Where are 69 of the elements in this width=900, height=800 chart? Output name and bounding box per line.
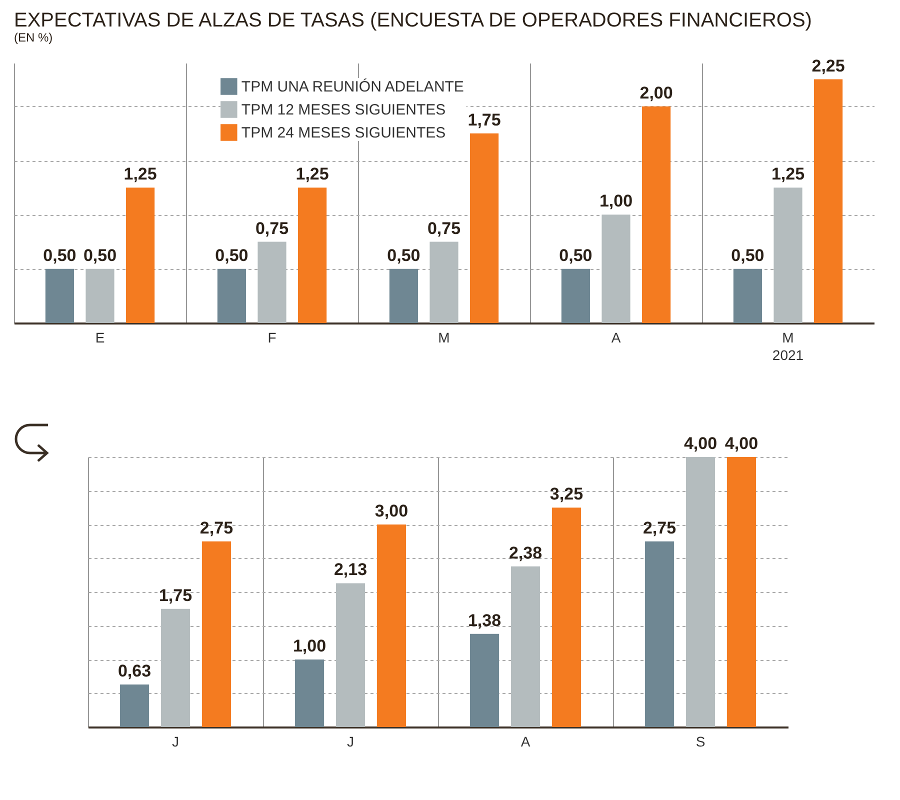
- bar: [510, 566, 540, 727]
- data-label: 1,00: [599, 192, 633, 211]
- data-label: 2,38: [508, 543, 542, 562]
- bar: [202, 541, 232, 727]
- data-label: 2,13: [334, 560, 368, 580]
- data-label: 0,75: [255, 218, 289, 238]
- data-label: 1,75: [158, 586, 192, 605]
- x-tick-label: A: [611, 330, 622, 346]
- bar: [126, 188, 155, 323]
- bar: [376, 524, 406, 727]
- bar: [258, 242, 286, 323]
- data-label: 2,75: [642, 518, 676, 538]
- bar: [298, 188, 327, 323]
- bar: [389, 268, 418, 323]
- data-label: 4,00: [724, 434, 758, 453]
- text: 2021: [772, 347, 804, 363]
- data-label: 0,63: [118, 661, 152, 680]
- data-label: 0,50: [387, 246, 420, 265]
- data-label: 3,00: [374, 502, 408, 520]
- data-label: 0,50: [83, 246, 117, 265]
- bar: [470, 133, 499, 323]
- bar: [686, 457, 716, 727]
- bar: [430, 242, 458, 323]
- chart-title: EXPECTATIVAS DE ALZAS DE TASAS (ENCUESTA DE OPERADORES FINANCIEROS): [14, 9, 812, 32]
- bar: [336, 583, 366, 727]
- x-tick-label: J: [347, 734, 354, 750]
- bar: [644, 541, 674, 727]
- bar: [733, 268, 762, 323]
- data-label: 0,50: [559, 246, 592, 265]
- legend-label: TPM UNA REUNIÓN ADELANTE: [241, 78, 464, 96]
- bar: [602, 214, 630, 323]
- x-tick-label: J: [172, 734, 179, 750]
- legend-label: TPM 12 MESES SIGUIENTES: [241, 102, 446, 118]
- x-tick-label: S: [696, 734, 706, 750]
- x-tick-label: A: [520, 734, 531, 750]
- data-label: 0,50: [731, 246, 764, 265]
- data-label: 3,25: [550, 484, 584, 504]
- bar: [160, 608, 190, 727]
- bar: [470, 634, 500, 727]
- bar: [774, 188, 802, 323]
- data-label: 2,75: [200, 518, 234, 538]
- bar: [552, 508, 582, 727]
- bar: [561, 268, 590, 323]
- data-label: 1,00: [292, 636, 326, 656]
- data-label: 2,00: [640, 83, 673, 102]
- data-label: 1,75: [468, 110, 501, 130]
- data-label: 0,50: [215, 246, 248, 265]
- x-tick-label: M: [782, 330, 794, 346]
- x-tick-label: M: [438, 330, 450, 346]
- data-label: 2,25: [812, 56, 845, 76]
- bar: [120, 684, 150, 727]
- bar: [294, 660, 324, 727]
- data-label: 4,00: [684, 434, 718, 453]
- bar: [726, 457, 756, 727]
- bar: [642, 106, 671, 323]
- chart-subtitle: (EN %): [14, 30, 53, 44]
- data-label: 1,25: [124, 164, 157, 184]
- bar: [45, 268, 74, 323]
- data-label: 1,25: [296, 164, 329, 184]
- data-label: 1,38: [468, 610, 502, 630]
- data-label: 1,25: [771, 164, 805, 184]
- data-label: 0,50: [43, 246, 76, 265]
- x-tick-label: F: [268, 330, 276, 346]
- data-label: 0,75: [427, 218, 461, 238]
- bar: [217, 268, 246, 323]
- legend-label: TPM 24 MESES SIGUIENTES: [241, 124, 446, 142]
- bar: [86, 268, 114, 323]
- x-tick-label: E: [95, 330, 105, 346]
- bar: [814, 79, 843, 323]
